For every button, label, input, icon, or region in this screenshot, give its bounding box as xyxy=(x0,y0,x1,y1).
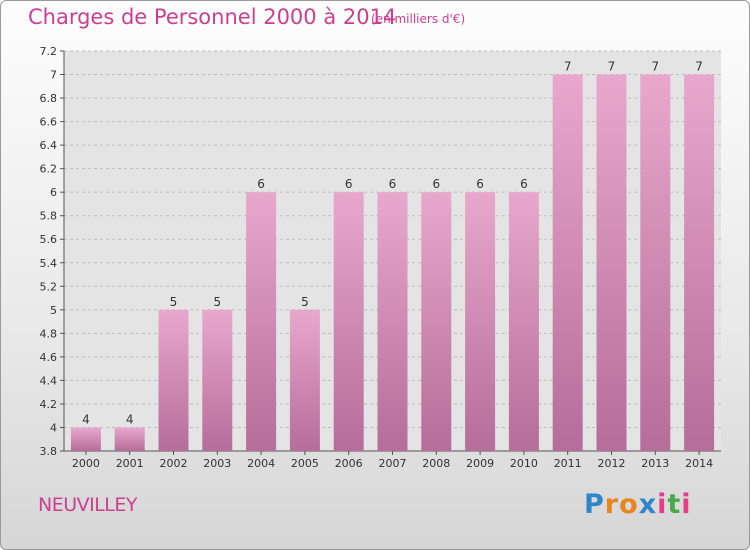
y-tick-label: 5.2 xyxy=(40,280,58,293)
x-tick-label: 2000 xyxy=(72,457,100,470)
data-label: 7 xyxy=(651,60,659,74)
logo-letter: t xyxy=(667,489,682,520)
x-tick-label: 2013 xyxy=(641,457,669,470)
data-label: 6 xyxy=(476,177,484,191)
data-label: 6 xyxy=(520,177,528,191)
x-tick-label: 2006 xyxy=(335,457,363,470)
y-tick-label: 4.2 xyxy=(40,398,58,411)
logo-letter: i xyxy=(657,489,668,520)
chart-title: Charges de Personnel 2000 à 2014 xyxy=(28,5,397,29)
y-tick-label: 7 xyxy=(50,69,57,82)
y-tick-label: 6.4 xyxy=(40,139,58,152)
bar xyxy=(552,74,583,451)
chart-subtitle: (en milliers d'€) xyxy=(371,12,466,26)
x-tick-label: 2005 xyxy=(291,457,319,470)
data-label: 7 xyxy=(608,60,616,74)
data-label: 5 xyxy=(301,295,309,309)
bar xyxy=(421,192,452,452)
y-tick-label: 5.4 xyxy=(40,257,58,270)
y-tick-label: 6.2 xyxy=(40,163,58,176)
x-tick-label: 2014 xyxy=(685,457,713,470)
bar xyxy=(377,192,408,452)
bar xyxy=(333,192,364,452)
bar xyxy=(508,192,539,452)
bar xyxy=(640,74,671,451)
bar xyxy=(158,309,189,451)
x-tick-label: 2003 xyxy=(203,457,231,470)
bar xyxy=(246,192,277,452)
bar xyxy=(202,309,233,451)
bar xyxy=(596,74,627,451)
data-label: 4 xyxy=(82,412,90,426)
x-tick-label: 2008 xyxy=(422,457,450,470)
data-label: 6 xyxy=(345,177,353,191)
bar xyxy=(289,309,320,451)
bar xyxy=(70,427,101,451)
data-label: 7 xyxy=(564,60,572,74)
x-tick-label: 2009 xyxy=(466,457,494,470)
y-tick-label: 5 xyxy=(50,304,57,317)
place-name: NEUVILLEY xyxy=(38,494,138,516)
x-tick-label: 2010 xyxy=(510,457,538,470)
x-tick-label: 2004 xyxy=(247,457,275,470)
logo-letter: x xyxy=(638,489,658,520)
proxiti-logo: Proxiti xyxy=(584,489,692,520)
logo-letter: P xyxy=(584,489,605,520)
x-tick-label: 2002 xyxy=(160,457,188,470)
y-tick-label: 6.8 xyxy=(40,92,58,105)
bar xyxy=(114,427,145,451)
y-tick-label: 3.8 xyxy=(40,445,58,458)
y-tick-label: 6 xyxy=(50,186,57,199)
bar xyxy=(684,74,715,451)
data-label: 7 xyxy=(695,60,703,74)
logo-letter: i xyxy=(681,489,692,520)
data-label: 5 xyxy=(213,295,221,309)
y-tick-label: 7.2 xyxy=(40,45,58,58)
y-tick-label: 6.6 xyxy=(40,116,58,129)
x-tick-label: 2012 xyxy=(598,457,626,470)
logo-letter: o xyxy=(619,489,639,520)
logo-letter: r xyxy=(604,489,620,520)
y-tick-label: 4 xyxy=(50,421,57,434)
bar xyxy=(465,192,496,452)
y-tick-label: 5.8 xyxy=(40,210,58,223)
data-label: 5 xyxy=(170,295,178,309)
data-label: 6 xyxy=(432,177,440,191)
data-label: 4 xyxy=(126,412,134,426)
data-label: 6 xyxy=(257,177,265,191)
y-tick-label: 5.6 xyxy=(40,233,58,246)
data-label: 6 xyxy=(389,177,397,191)
y-tick-label: 4.6 xyxy=(40,351,58,364)
x-tick-label: 2007 xyxy=(379,457,407,470)
y-tick-label: 4.8 xyxy=(40,327,58,340)
x-tick-label: 2011 xyxy=(554,457,582,470)
x-tick-label: 2001 xyxy=(116,457,144,470)
y-tick-label: 4.4 xyxy=(40,374,58,387)
